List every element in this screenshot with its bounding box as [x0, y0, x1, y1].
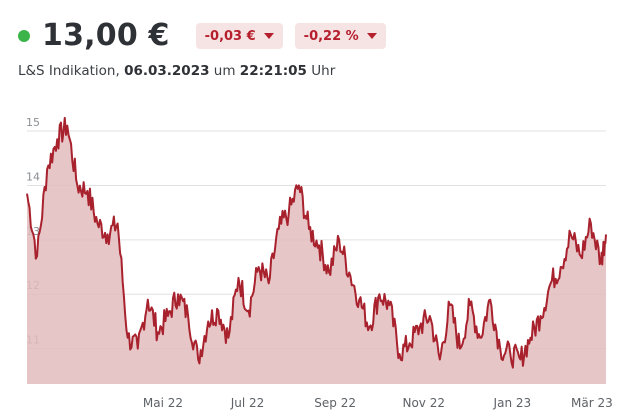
y-tick-label: 15	[26, 116, 40, 129]
change-absolute-value: -0,03 €	[204, 28, 256, 44]
quote-uhr: Uhr	[311, 63, 336, 79]
x-tick-label: Sep 22	[314, 396, 356, 410]
price-area-fill	[27, 117, 606, 384]
caret-down-icon	[263, 33, 274, 39]
change-absolute-badge: -0,03 €	[195, 23, 283, 49]
quote-date: 06.03.2023	[124, 63, 210, 79]
quote-time: 22:21:05	[239, 63, 307, 79]
current-price: 13,00 €	[42, 18, 170, 53]
caret-down-icon	[366, 33, 377, 39]
x-tick-label: Mai 22	[143, 396, 183, 410]
quote-um: um	[213, 63, 236, 79]
price-line	[26, 116, 607, 369]
quote-info: L&S Indikation, 06.03.2023 um 22:21:05 U…	[18, 63, 335, 79]
x-tick-label: Nov 22	[402, 396, 445, 410]
price-header: 13,00 € -0,03 € -0,22 %	[18, 14, 386, 58]
x-tick-label: Mär 23	[571, 396, 613, 410]
market-status-dot	[18, 30, 30, 42]
y-tick-label: 14	[26, 170, 40, 183]
change-percent-badge: -0,22 %	[294, 23, 386, 49]
x-tick-label: Jul 22	[230, 396, 265, 410]
quote-source: L&S Indikation,	[18, 63, 120, 79]
x-tick-label: Jan 23	[493, 396, 532, 410]
change-percent-value: -0,22 %	[303, 28, 359, 44]
